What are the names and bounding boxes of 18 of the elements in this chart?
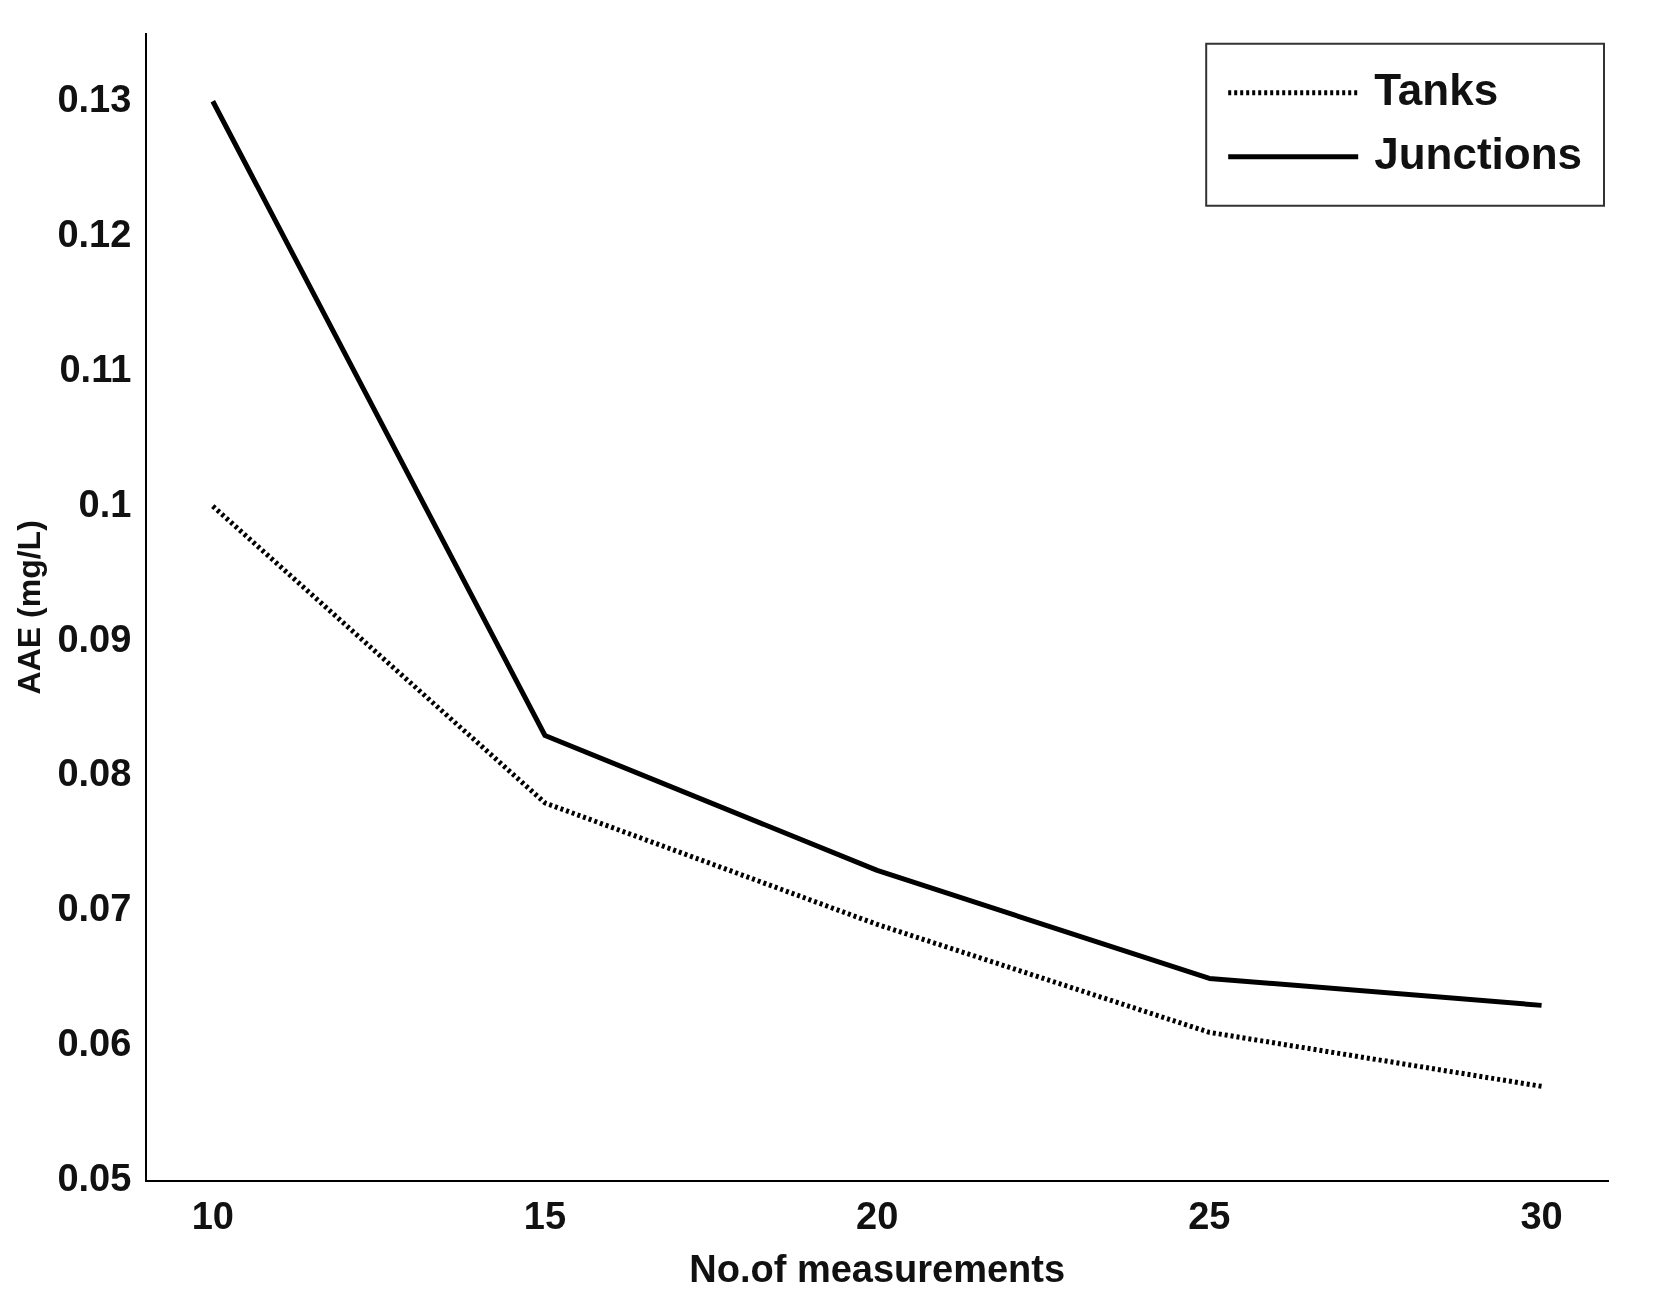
y-tick-label: 0.08 [57, 752, 132, 795]
y-tick-label: 0.12 [57, 212, 132, 255]
y-tick-label: 0.1 [78, 482, 132, 525]
x-tick-label: 25 [1188, 1195, 1231, 1238]
x-tick-label: 10 [191, 1195, 234, 1238]
y-tick-label: 0.11 [59, 347, 132, 390]
x-axis-title: No.of measurements [689, 1247, 1066, 1290]
y-tick-label: 0.05 [57, 1157, 132, 1200]
x-tick-label: 15 [523, 1195, 567, 1238]
y-tick-label: 0.07 [57, 887, 132, 930]
x-tick-label: 30 [1520, 1195, 1563, 1238]
y-tick-label: 0.13 [57, 77, 132, 120]
y-tick-label: 0.09 [57, 617, 132, 660]
y-tick-label: 0.06 [57, 1022, 132, 1065]
x-tick-label: 20 [856, 1195, 899, 1238]
legend-label: Junctions [1374, 128, 1582, 178]
legend-label: Tanks [1374, 64, 1499, 114]
y-axis-title: AAE (mg/L) [11, 520, 48, 695]
